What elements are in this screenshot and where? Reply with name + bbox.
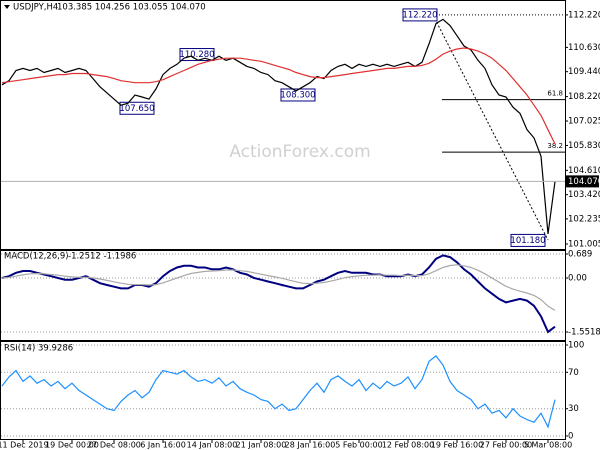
price-label: 107.650: [119, 104, 154, 114]
x-tick-label: 21 Jan 08:00: [236, 441, 287, 450]
x-tick-label: 28 Jan 16:00: [285, 441, 336, 450]
y-tick-label: 109.440: [568, 67, 600, 77]
y-tick-label: 110.630: [568, 43, 600, 53]
x-tick-label: 6 Jan 16:00: [140, 441, 186, 450]
x-tick-label: 27 Feb 00:00: [480, 441, 532, 450]
chart-title: USDJPY,H4: [13, 3, 58, 13]
y-tick-label: 70: [568, 368, 579, 378]
y-tick-label: 108.220: [568, 92, 600, 102]
macd-panel: [0, 250, 566, 341]
y-tick-label: 0.00: [568, 273, 587, 283]
series-line: [1, 18, 556, 234]
x-tick-label: 5 Feb 00:00: [335, 441, 382, 450]
y-tick-label: 112.220: [568, 10, 600, 20]
x-tick-label: 14 Jan 08:00: [187, 441, 238, 450]
last-price-label: 104.070: [568, 177, 600, 187]
macd-title: MACD(12,26,9): [4, 252, 69, 262]
price-label: 112.220: [402, 10, 437, 20]
series-line: [1, 254, 556, 334]
y-tick-label: 0: [568, 431, 573, 441]
y-tick-label: 101.005: [568, 239, 600, 249]
y-tick-label: 107.025: [568, 117, 600, 127]
rsi-panel: [0, 341, 566, 440]
y-tick-label: 105.830: [568, 141, 600, 151]
collapse-icon: [4, 5, 10, 9]
x-tick-label: 12 Feb 08:00: [382, 441, 434, 450]
price-label: 108.300: [280, 90, 315, 100]
x-tick-label: 5 Mar 08:00: [524, 441, 572, 450]
price-label-box: [402, 8, 438, 22]
x-tick-label: 27 Dec 08:00: [87, 441, 141, 450]
price-label: 110.280: [179, 50, 214, 60]
watermark: ActionForex.com: [229, 142, 370, 162]
y-tick-label: 30: [568, 404, 579, 414]
series-line: [1, 264, 556, 311]
y-tick-label: -1.5518: [568, 328, 600, 338]
y-tick-label: 100: [568, 341, 584, 351]
x-tick-label: 11 Dec 2019: [0, 441, 49, 450]
price-panel: [0, 0, 566, 250]
price-label-box: [280, 88, 316, 102]
fib-label: 38.2: [547, 142, 563, 150]
x-tick-label: 19 Dec 00:00: [45, 441, 99, 450]
y-tick-label: 0.689: [568, 250, 592, 260]
y-tick-label: 104.610: [568, 166, 600, 176]
chart-subtitle: 103.385 104.256 103.055 104.070: [57, 3, 206, 13]
series-line: [1, 47, 556, 145]
y-tick-label: 103.420: [568, 190, 600, 200]
x-tick-label: 19 Feb 16:00: [431, 441, 483, 450]
price-label: 101.180: [510, 236, 545, 246]
fib-label: 61.8: [547, 90, 563, 98]
price-label-box: [119, 101, 155, 115]
rsi-value: 39.9286: [38, 344, 73, 354]
y-tick-label: 102.235: [568, 214, 600, 224]
price-label-box: [510, 233, 546, 247]
series-line: [1, 355, 556, 429]
macd-values: -1.2512 -1.1986: [68, 252, 136, 262]
last-price-box: [566, 175, 599, 188]
rsi-title: RSI(14): [4, 344, 35, 354]
price-label-box: [179, 48, 215, 62]
